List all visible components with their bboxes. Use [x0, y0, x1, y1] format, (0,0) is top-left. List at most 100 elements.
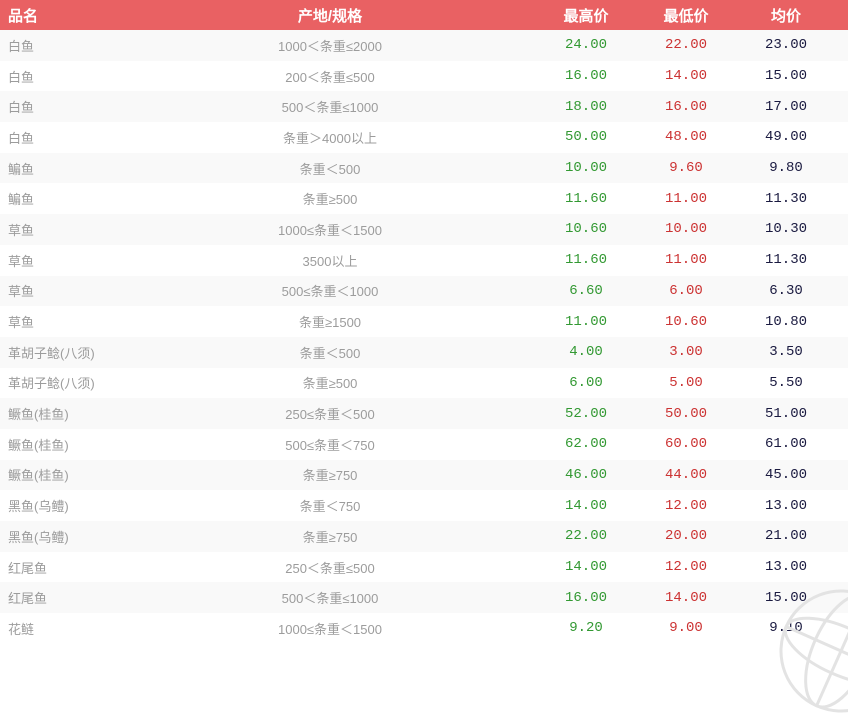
table-header-row: 品名 产地/规格 最高价 最低价 均价: [0, 0, 848, 30]
high-price-cell: 52.00: [564, 405, 607, 422]
high-price-cell: 46.00: [564, 466, 607, 483]
table-row: 鳊鱼 条重≥500 11.60 11.00 11.30: [0, 183, 848, 215]
column-header-spec: 产地/规格: [297, 7, 363, 25]
avg-price-cell: 23.00: [764, 37, 807, 54]
high-price-cell: 50.00: [564, 129, 607, 146]
fish-name-cell: 白鱼: [8, 100, 35, 116]
spec-cell: 条重＜500: [299, 345, 361, 361]
avg-price-cell: 21.00: [764, 528, 807, 545]
low-price-cell: 5.00: [669, 374, 703, 391]
table-row: 革胡子鲶(八须) 条重≥500 6.00 5.00 5.50: [0, 367, 848, 399]
table-row: 草鱼 1000≤条重＜1500 10.60 10.00 10.30: [0, 214, 848, 245]
low-price-cell: 48.00: [664, 129, 707, 146]
low-price-cell: 60.00: [664, 436, 707, 453]
high-price-cell: 18.00: [564, 98, 607, 115]
fish-name-cell: 草鱼: [8, 253, 35, 269]
spec-cell: 200＜条重≤500: [285, 69, 375, 85]
high-price-cell: 22.00: [564, 528, 607, 545]
avg-price-cell: 11.30: [764, 190, 807, 207]
high-price-cell: 11.60: [564, 252, 607, 269]
fish-name-cell: 白鱼: [8, 130, 35, 146]
fish-name-cell: 革胡子鲶(八须): [8, 345, 95, 361]
spec-cell: 1000≤条重＜1500: [278, 621, 382, 637]
spec-cell: 1000＜条重≤2000: [278, 38, 382, 54]
low-price-cell: 14.00: [664, 68, 707, 85]
avg-price-cell: 15.00: [764, 589, 807, 606]
spec-cell: 条重＞4000以上: [283, 130, 377, 146]
table-row: 黑鱼(乌鳢) 条重＜750 14.00 12.00 13.00: [0, 490, 848, 521]
low-price-cell: 44.00: [664, 466, 707, 483]
fish-name-cell: 花鲢: [8, 621, 35, 637]
spec-cell: 500＜条重≤1000: [281, 100, 379, 116]
high-price-cell: 14.00: [564, 497, 607, 514]
fish-name-cell: 鳜鱼(桂鱼): [8, 437, 69, 453]
fish-name-cell: 革胡子鲶(八须): [8, 376, 95, 392]
low-price-cell: 10.60: [664, 313, 707, 330]
column-header-low: 最低价: [663, 7, 709, 25]
spec-cell: 500≤条重＜750: [285, 437, 375, 453]
avg-price-cell: 5.50: [769, 374, 803, 391]
table-row: 草鱼 500≤条重＜1000 6.60 6.00 6.30: [0, 275, 848, 307]
low-price-cell: 11.00: [664, 252, 707, 269]
avg-price-cell: 15.00: [764, 68, 807, 85]
low-price-cell: 11.00: [664, 190, 707, 207]
column-header-avg: 均价: [770, 7, 801, 25]
high-price-cell: 10.00: [564, 160, 607, 177]
avg-price-cell: 9.10: [769, 620, 803, 637]
high-price-cell: 6.60: [569, 282, 603, 299]
table-row: 黑鱼(乌鳢) 条重≥750 22.00 20.00 21.00: [0, 521, 848, 552]
low-price-cell: 9.00: [669, 620, 703, 637]
high-price-cell: 6.00: [569, 374, 603, 391]
spec-cell: 250＜条重≤500: [285, 560, 375, 576]
low-price-cell: 22.00: [664, 37, 707, 54]
table-row: 白鱼 条重＞4000以上 50.00 48.00 49.00: [0, 122, 848, 153]
high-price-cell: 4.00: [569, 344, 603, 361]
avg-price-cell: 17.00: [764, 98, 807, 115]
spec-cell: 条重≥500: [302, 192, 358, 208]
low-price-cell: 6.00: [669, 282, 703, 299]
avg-price-cell: 10.30: [764, 221, 807, 238]
fish-name-cell: 红尾鱼: [8, 560, 48, 576]
table-row: 草鱼 条重≥1500 11.00 10.60 10.80: [0, 306, 848, 337]
high-price-cell: 16.00: [564, 68, 607, 85]
table-row: 革胡子鲶(八须) 条重＜500 4.00 3.00 3.50: [0, 336, 848, 368]
avg-price-cell: 49.00: [764, 129, 807, 146]
table-row: 花鲢 1000≤条重＜1500 9.20 9.00 9.10: [0, 613, 848, 644]
price-table: 品名 产地/规格 最高价 最低价 均价 白鱼 1000＜条重≤2000 24.00 2…: [0, 0, 848, 644]
table-row: 白鱼 200＜条重≤500 16.00 14.00 15.00: [0, 60, 848, 92]
spec-cell: 条重≥1500: [298, 315, 362, 331]
high-price-cell: 62.00: [564, 436, 607, 453]
low-price-cell: 10.00: [664, 221, 707, 238]
avg-price-cell: 61.00: [764, 436, 807, 453]
spec-cell: 条重＜500: [299, 161, 361, 177]
table-row: 红尾鱼 250＜条重≤500 14.00 12.00 13.00: [0, 551, 848, 583]
avg-price-cell: 45.00: [764, 466, 807, 483]
low-price-cell: 16.00: [664, 98, 707, 115]
table-body: 白鱼 1000＜条重≤2000 24.00 22.00 23.00 白鱼 200＜条重≤50…: [0, 30, 848, 644]
fish-name-cell: 黑鱼(乌鳢): [8, 499, 69, 515]
table-row: 鳜鱼(桂鱼) 250≤条重＜500 52.00 50.00 51.00: [0, 398, 848, 429]
spec-cell: 条重≥500: [302, 376, 358, 392]
high-price-cell: 9.20: [569, 620, 603, 637]
low-price-cell: 12.00: [664, 497, 707, 514]
low-price-cell: 14.00: [664, 589, 707, 606]
column-header-high: 最高价: [563, 7, 609, 25]
high-price-cell: 11.60: [564, 190, 607, 207]
table-row: 白鱼 500＜条重≤1000 18.00 16.00 17.00: [0, 91, 848, 123]
avg-price-cell: 6.30: [769, 282, 803, 299]
spec-cell: 1000≤条重＜1500: [278, 222, 382, 238]
table-row: 鳊鱼 条重＜500 10.00 9.60 9.80: [0, 152, 848, 184]
spec-cell: 500＜条重≤1000: [281, 591, 379, 607]
table-row: 鳜鱼(桂鱼) 条重≥750 46.00 44.00 45.00: [0, 459, 848, 491]
fish-name-cell: 草鱼: [8, 315, 35, 331]
table-row: 红尾鱼 500＜条重≤1000 16.00 14.00 15.00: [0, 582, 848, 614]
high-price-cell: 14.00: [564, 559, 607, 576]
low-price-cell: 9.60: [669, 160, 703, 177]
fish-name-cell: 草鱼: [8, 284, 35, 300]
low-price-cell: 50.00: [664, 405, 707, 422]
avg-price-cell: 10.80: [764, 313, 807, 330]
table-row: 白鱼 1000＜条重≤2000 24.00 22.00 23.00: [0, 30, 848, 61]
spec-cell: 条重≥750: [302, 529, 358, 545]
avg-price-cell: 51.00: [764, 405, 807, 422]
high-price-cell: 16.00: [564, 589, 607, 606]
